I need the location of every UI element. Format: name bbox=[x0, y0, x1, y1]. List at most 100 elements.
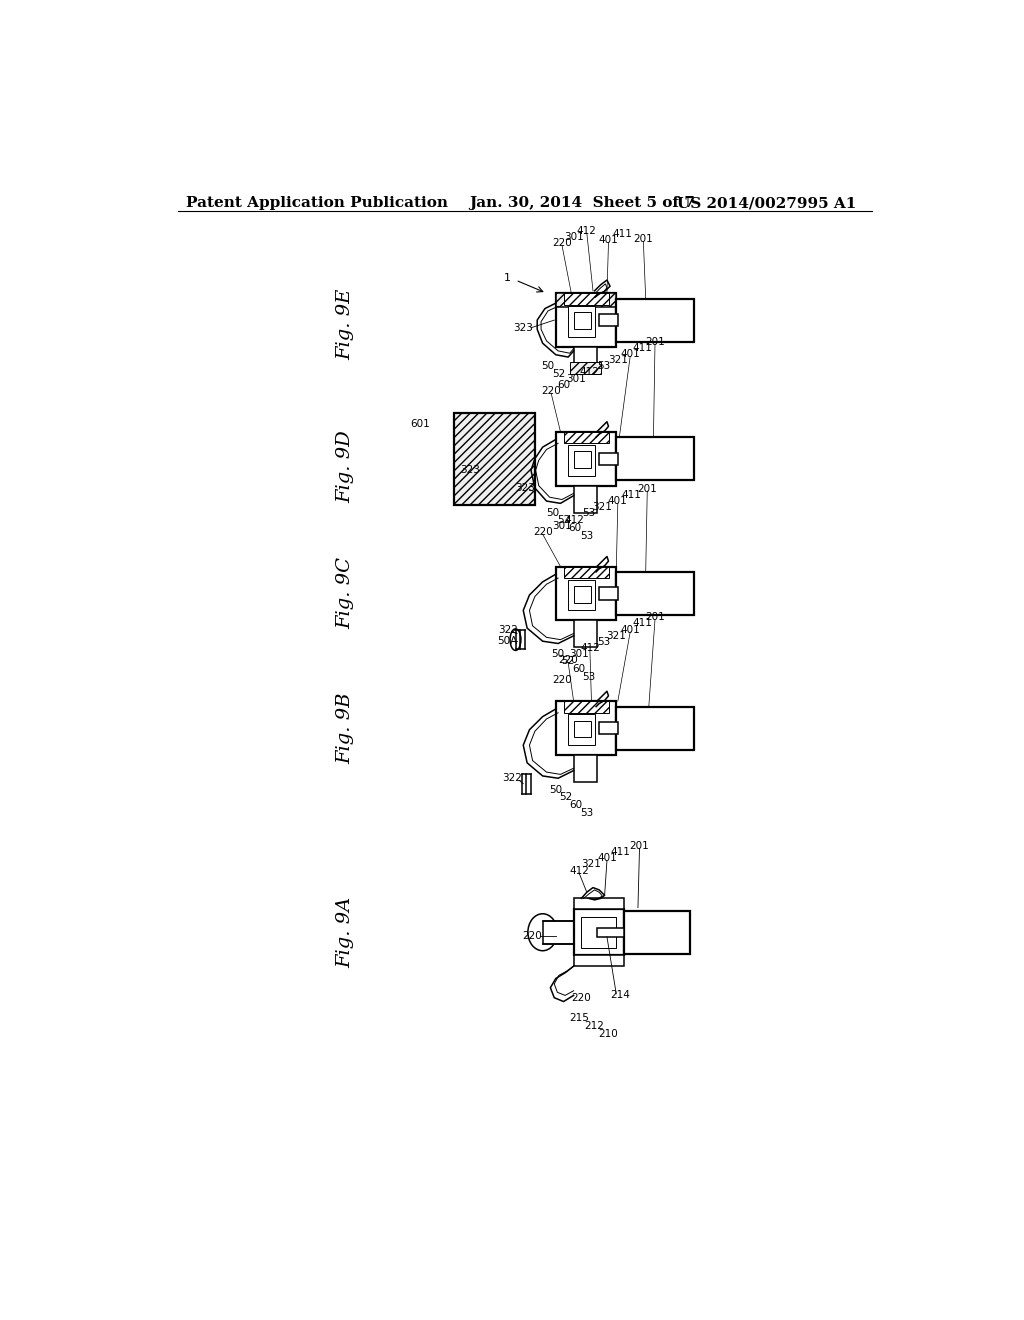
Text: 301: 301 bbox=[552, 520, 571, 531]
Bar bbox=[624, 911, 690, 954]
Text: 52: 52 bbox=[557, 515, 570, 525]
Bar bbox=[616, 447, 693, 470]
Bar bbox=[616, 718, 693, 739]
Bar bbox=[599, 722, 617, 734]
Bar bbox=[599, 453, 617, 465]
Text: 412: 412 bbox=[580, 643, 600, 653]
Text: 52: 52 bbox=[561, 656, 574, 667]
Bar bbox=[624, 921, 690, 942]
Text: 401: 401 bbox=[621, 624, 640, 635]
Bar bbox=[556, 701, 616, 755]
Text: 301: 301 bbox=[564, 232, 585, 242]
Text: 50: 50 bbox=[546, 508, 559, 517]
Bar bbox=[573, 620, 597, 647]
Text: 301: 301 bbox=[566, 374, 586, 384]
Text: 411: 411 bbox=[612, 228, 633, 239]
Text: 401: 401 bbox=[621, 348, 640, 359]
Bar bbox=[582, 917, 616, 948]
Text: 201: 201 bbox=[634, 234, 653, 244]
Bar bbox=[569, 363, 601, 374]
Text: 201: 201 bbox=[630, 841, 649, 851]
Bar bbox=[563, 701, 608, 713]
Text: 214: 214 bbox=[610, 990, 630, 1001]
Bar bbox=[573, 755, 597, 781]
Bar bbox=[556, 566, 616, 620]
Bar bbox=[616, 309, 693, 331]
Text: 412: 412 bbox=[569, 866, 589, 875]
Text: 411: 411 bbox=[610, 847, 630, 857]
Text: 50A: 50A bbox=[498, 636, 518, 647]
Bar bbox=[573, 347, 597, 374]
Text: 53: 53 bbox=[582, 508, 595, 519]
Text: 201: 201 bbox=[645, 612, 665, 622]
Text: 220: 220 bbox=[552, 675, 571, 685]
Text: 220: 220 bbox=[552, 238, 571, 248]
Text: 50: 50 bbox=[542, 362, 555, 371]
Bar bbox=[563, 432, 608, 444]
Text: 322: 322 bbox=[502, 774, 521, 783]
Text: 53: 53 bbox=[583, 672, 596, 681]
Text: 50: 50 bbox=[552, 648, 564, 659]
Text: 323: 323 bbox=[513, 323, 534, 333]
Text: US 2014/0027995 A1: US 2014/0027995 A1 bbox=[677, 197, 856, 210]
Text: 1: 1 bbox=[504, 273, 511, 282]
Text: 411: 411 bbox=[633, 619, 652, 628]
Text: 212: 212 bbox=[585, 1022, 604, 1031]
Bar bbox=[573, 486, 597, 512]
Text: 201: 201 bbox=[637, 483, 657, 494]
Bar bbox=[556, 432, 616, 486]
Text: 53: 53 bbox=[597, 638, 610, 647]
Bar bbox=[454, 413, 535, 506]
Text: 323: 323 bbox=[461, 465, 480, 475]
Text: 401: 401 bbox=[597, 853, 616, 863]
Bar bbox=[556, 293, 616, 308]
Bar bbox=[573, 956, 624, 966]
Bar bbox=[616, 706, 693, 750]
Bar bbox=[616, 572, 693, 615]
Text: 52: 52 bbox=[552, 370, 565, 379]
Bar bbox=[563, 566, 608, 578]
Bar bbox=[563, 293, 608, 305]
Text: 60: 60 bbox=[557, 380, 570, 389]
Text: Jan. 30, 2014  Sheet 5 of 7: Jan. 30, 2014 Sheet 5 of 7 bbox=[469, 197, 695, 210]
Bar bbox=[616, 298, 693, 342]
Text: Fig. 9C: Fig. 9C bbox=[336, 557, 354, 630]
Bar bbox=[573, 313, 591, 330]
Bar bbox=[573, 721, 591, 738]
Text: 601: 601 bbox=[411, 418, 430, 429]
Text: 220: 220 bbox=[542, 385, 561, 396]
Text: 60: 60 bbox=[572, 664, 586, 675]
Ellipse shape bbox=[528, 913, 557, 950]
Text: 215: 215 bbox=[569, 1014, 589, 1023]
Text: 411: 411 bbox=[622, 490, 642, 500]
Bar bbox=[573, 451, 591, 469]
Text: 50: 50 bbox=[549, 785, 562, 795]
Text: Fig. 9E: Fig. 9E bbox=[336, 288, 354, 359]
Text: 301: 301 bbox=[569, 649, 589, 659]
Text: 323: 323 bbox=[515, 483, 535, 492]
Text: 220: 220 bbox=[522, 931, 543, 941]
Text: 412: 412 bbox=[577, 226, 597, 236]
Text: 60: 60 bbox=[568, 523, 581, 533]
Bar bbox=[616, 582, 693, 605]
Bar bbox=[556, 293, 616, 347]
Bar bbox=[573, 899, 624, 909]
Text: 53: 53 bbox=[581, 531, 594, 541]
Text: 321: 321 bbox=[592, 502, 612, 512]
Bar bbox=[573, 586, 591, 603]
Text: 210: 210 bbox=[599, 1028, 618, 1039]
Text: Fig. 9A: Fig. 9A bbox=[336, 896, 354, 968]
Text: 412: 412 bbox=[580, 367, 599, 378]
Bar bbox=[599, 314, 617, 326]
Text: 201: 201 bbox=[645, 337, 665, 347]
Text: 53: 53 bbox=[581, 808, 594, 818]
Text: Fig. 9D: Fig. 9D bbox=[336, 430, 354, 503]
Bar bbox=[573, 909, 624, 956]
Bar bbox=[568, 579, 595, 610]
Text: 321: 321 bbox=[606, 631, 627, 640]
Text: 52: 52 bbox=[559, 792, 572, 803]
Bar bbox=[543, 921, 573, 944]
Bar bbox=[568, 445, 595, 475]
Bar bbox=[568, 714, 595, 744]
Text: 60: 60 bbox=[569, 800, 583, 810]
